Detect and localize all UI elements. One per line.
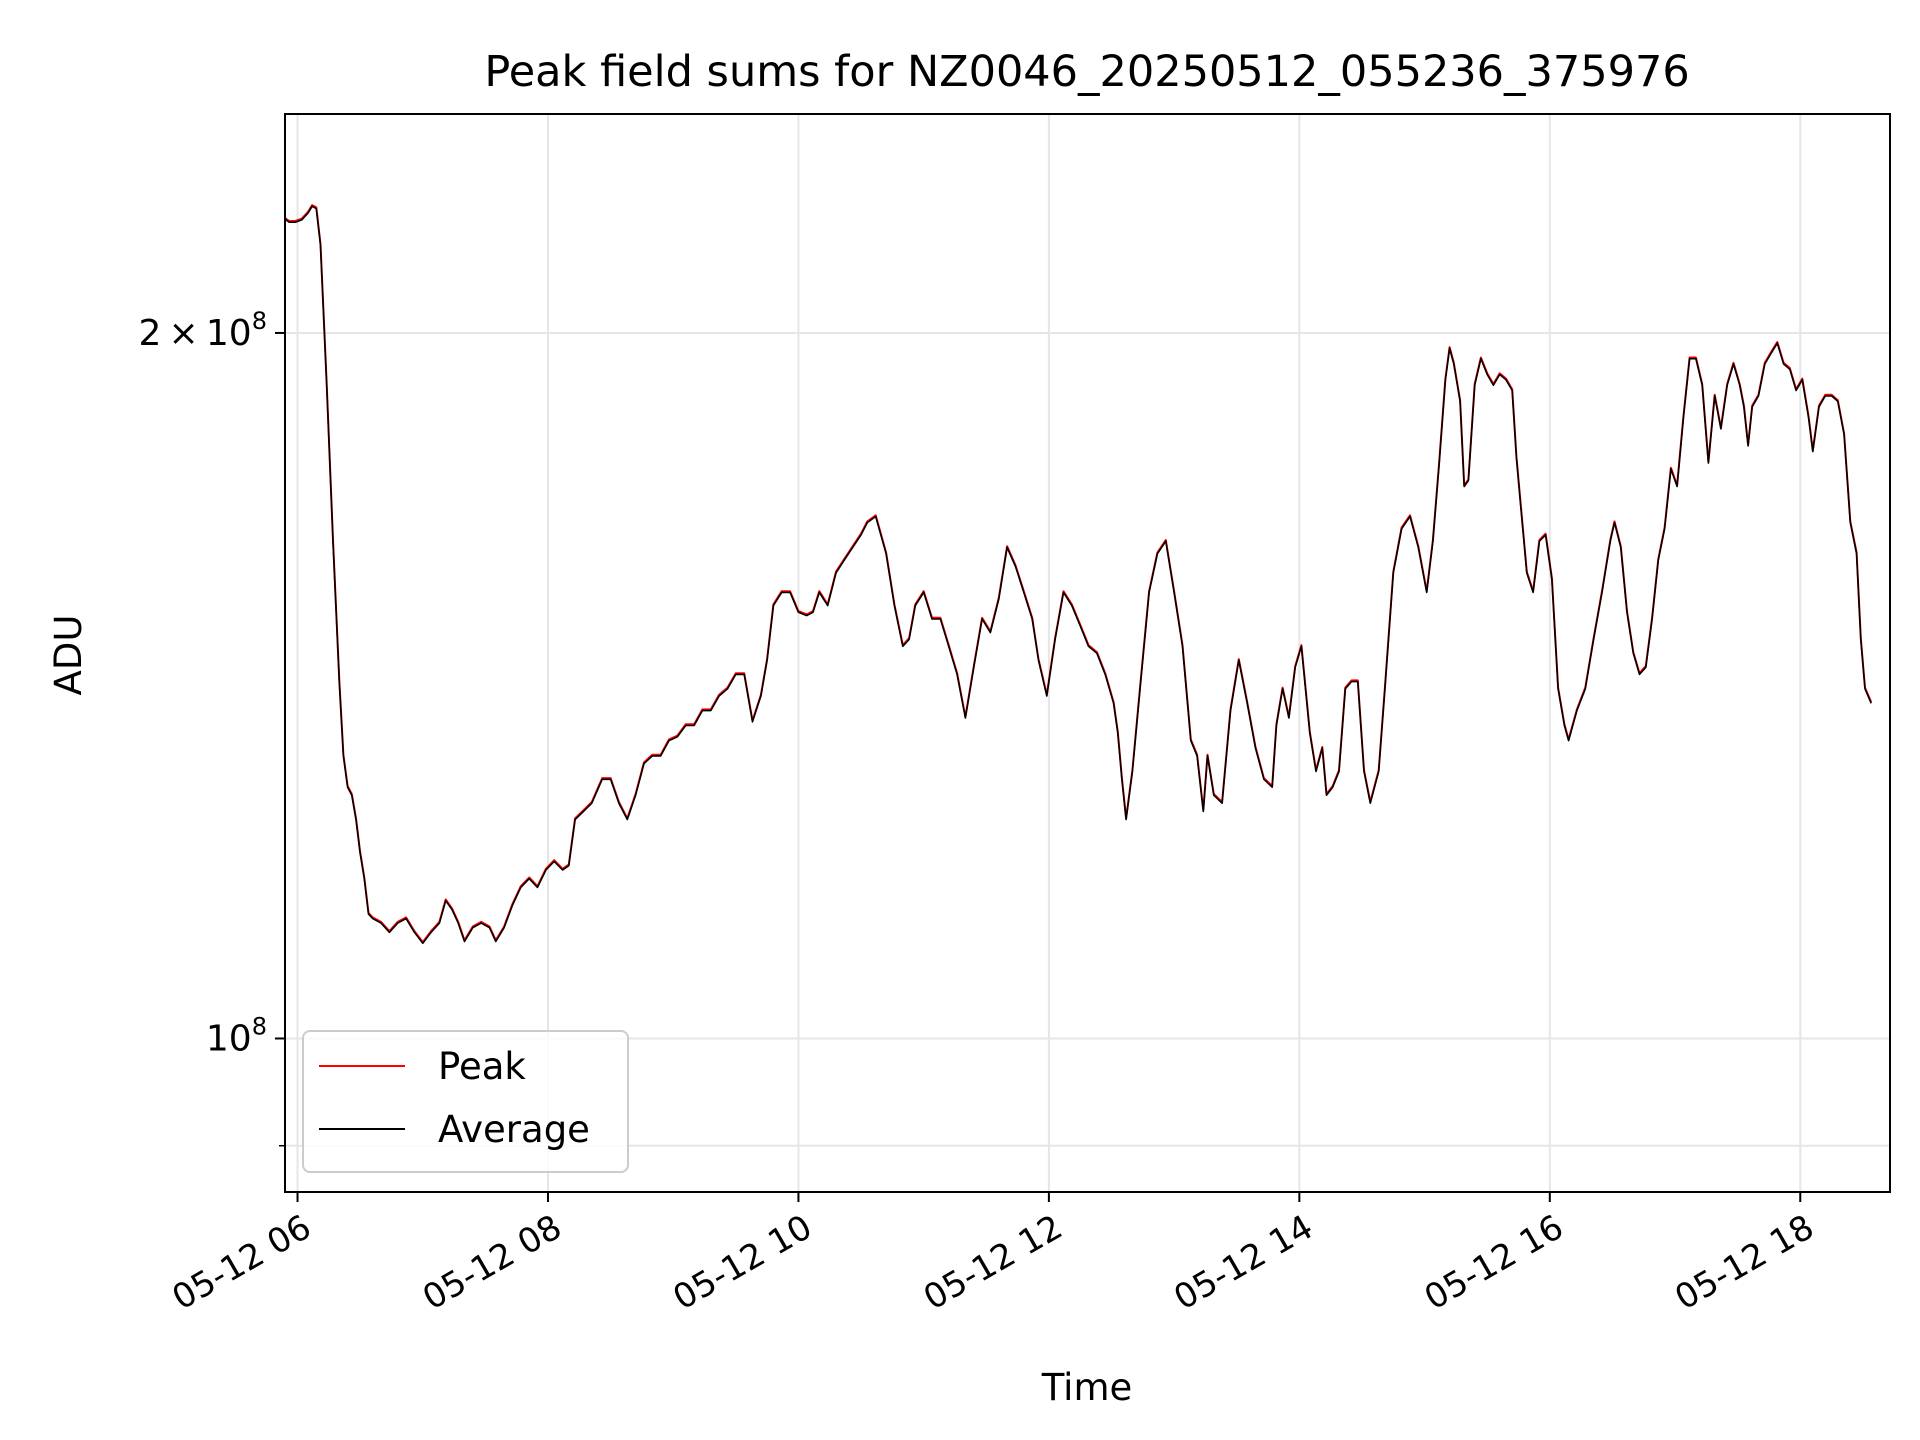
chart-title: Peak field sums for NZ0046_20250512_0552… (484, 47, 1689, 97)
legend-label-peak: Peak (438, 1045, 526, 1088)
y-tick-label: 108 (206, 1012, 267, 1059)
y-axis-ticks: 108 2 × 108 (138, 307, 285, 1147)
series-line-average (285, 205, 1872, 945)
legend: Peak Average (302, 1030, 629, 1173)
y-axis-label: ADU (47, 615, 90, 696)
plot-frame (284, 113, 1891, 1193)
series-layer (285, 204, 1873, 945)
y-tick-label: 2 × 108 (138, 307, 267, 354)
x-axis-label: Time (1041, 1366, 1133, 1409)
legend-label-average: Average (438, 1108, 590, 1151)
